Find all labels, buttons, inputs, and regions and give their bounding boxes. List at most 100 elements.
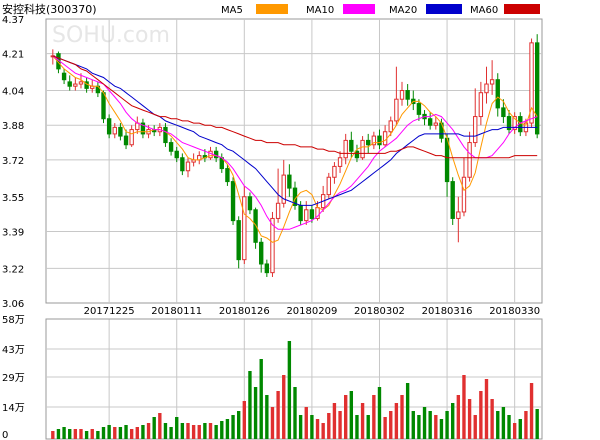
volume-y-tick-label: 43万 — [2, 345, 25, 356]
volume-bar — [163, 423, 168, 439]
ma10-line — [52, 55, 538, 230]
volume-y-tick-label: 29万 — [2, 373, 25, 384]
candle-body — [456, 211, 461, 219]
price-y-axis: 4.37 4.21 4.04 3.88 3.72 3.55 3.39 3.22 3.06 — [2, 15, 24, 310]
candle-body — [371, 135, 377, 146]
volume-bar — [451, 403, 455, 439]
price-y-tick-label: 4.04 — [2, 87, 24, 98]
volume-bar — [349, 391, 354, 439]
candle-body — [495, 79, 500, 109]
ma60-legend-label: MA60 — [470, 5, 498, 16]
candle-body — [73, 83, 78, 87]
volume-bar — [73, 429, 78, 439]
date-tick-label: 20171225 — [84, 306, 135, 317]
candle-body — [112, 126, 117, 135]
candle-body — [326, 176, 331, 196]
candle-body — [405, 90, 410, 100]
candle-body — [259, 241, 264, 265]
volume-bar — [146, 423, 151, 439]
volume-bar — [113, 427, 117, 439]
candle-body — [208, 150, 213, 159]
ma10-legend-label: MA10 — [306, 5, 334, 16]
volume-bar — [203, 423, 207, 439]
candle-body — [106, 118, 112, 135]
volume-bar — [191, 425, 196, 439]
volume-bar — [276, 391, 280, 439]
candle-body — [461, 176, 467, 213]
candle-body — [388, 120, 393, 133]
price-y-tick-label: 4.37 — [2, 15, 24, 26]
candle-body — [433, 122, 438, 126]
candle-body — [281, 174, 286, 204]
candle-body — [332, 165, 337, 178]
price-plot-frame — [45, 18, 543, 304]
volume-bar — [332, 403, 337, 439]
volume-bar — [214, 425, 218, 439]
volume-bar — [62, 427, 66, 439]
volume-bar — [152, 417, 156, 439]
candle-body — [529, 42, 534, 124]
volume-bar — [293, 387, 297, 439]
volume-bar — [282, 375, 286, 439]
ma10-legend: MA10 — [306, 4, 375, 16]
candle-body — [444, 137, 450, 183]
volume-bar — [298, 415, 303, 439]
date-tick-label: 20180126 — [219, 306, 270, 317]
volume-bar — [265, 395, 269, 439]
candle-body — [270, 217, 275, 274]
volume-bar — [101, 427, 106, 439]
candle-body — [275, 202, 281, 219]
candle-body — [123, 135, 129, 146]
price-y-tick-label: 3.39 — [2, 227, 24, 238]
candle-body — [118, 126, 123, 137]
volume-bar — [405, 383, 410, 439]
ma10-legend-swatch — [343, 4, 375, 14]
price-y-tick-label: 3.88 — [2, 121, 24, 132]
moving-average-lines — [52, 55, 538, 243]
candle-body — [377, 135, 382, 146]
candle-body — [360, 139, 365, 159]
volume-bar — [338, 411, 342, 439]
candle-body — [180, 157, 185, 172]
candle-body — [230, 181, 236, 222]
ma5-legend-swatch — [256, 4, 288, 14]
volume-bar — [445, 411, 449, 439]
candlestick-series — [50, 34, 540, 277]
volume-bar — [242, 401, 246, 439]
volume-bar — [467, 399, 472, 439]
volume-bar — [118, 427, 123, 439]
candle-body — [253, 209, 258, 243]
candle-body — [174, 150, 179, 159]
candle-body — [298, 204, 303, 222]
price-y-tick-label: 4.21 — [2, 50, 24, 61]
price-y-tick-label: 3.55 — [2, 193, 24, 204]
volume-bar — [394, 403, 399, 439]
stock-title: 安控科技(300370) — [2, 2, 97, 16]
volume-bar — [270, 407, 275, 439]
volume-bar — [220, 421, 224, 439]
volume-bar — [169, 427, 173, 439]
volume-bar — [501, 407, 506, 439]
volume-bar — [490, 399, 494, 439]
candle-body — [287, 174, 292, 189]
candle-body — [140, 122, 146, 135]
candle-body — [242, 196, 247, 261]
price-panel: SOHU.com 4.37 4.21 4.04 3.88 3.72 3.55 3.39 3.2… — [2, 15, 543, 439]
volume-bar — [524, 411, 528, 439]
volume-bar — [129, 429, 134, 439]
volume-bar — [208, 423, 213, 439]
ma20-legend-swatch — [426, 4, 462, 14]
volume-bar — [197, 425, 201, 439]
candle-body — [450, 181, 455, 219]
volume-bar — [236, 411, 241, 439]
volume-bar — [84, 431, 89, 439]
ma5-legend: MA5 — [221, 4, 288, 16]
volume-bar — [259, 359, 263, 439]
volume-bar — [400, 395, 404, 439]
candle-body — [349, 139, 354, 152]
candle-body — [416, 103, 422, 115]
volume-bar — [535, 409, 539, 439]
candle-body — [427, 118, 433, 126]
volume-bar — [411, 411, 415, 439]
